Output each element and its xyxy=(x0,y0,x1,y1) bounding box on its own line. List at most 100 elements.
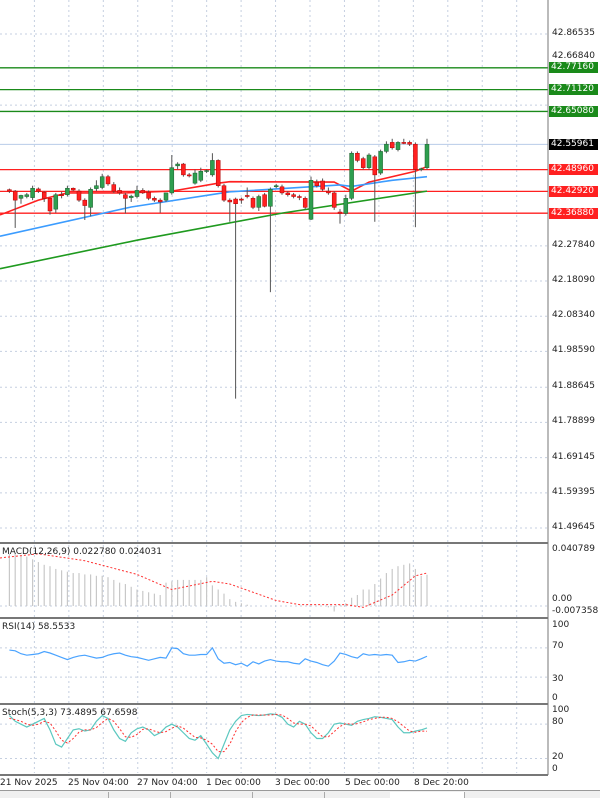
bull-candle xyxy=(418,167,424,172)
chart-tab[interactable] xyxy=(464,792,600,798)
moving-average-line xyxy=(0,165,428,216)
candle-body xyxy=(239,198,244,201)
candle-body xyxy=(53,194,59,210)
bear-candle xyxy=(407,140,412,146)
bull-candle xyxy=(24,192,30,199)
candle-body xyxy=(105,176,111,185)
candle-body xyxy=(70,187,76,191)
candle-body xyxy=(320,180,325,190)
bear-candle xyxy=(285,191,291,197)
bull-candle xyxy=(198,167,204,183)
price-axis-label: 41.98590 xyxy=(552,345,595,356)
bear-candle xyxy=(47,197,53,215)
bear-candle xyxy=(326,187,331,195)
candle-body xyxy=(343,198,349,214)
bull-candle xyxy=(268,187,273,293)
candle-body xyxy=(88,189,93,208)
bull-candle xyxy=(18,194,24,204)
grid-lines xyxy=(0,0,548,773)
candle-body xyxy=(169,167,175,194)
candle-body xyxy=(297,196,302,198)
candle-body xyxy=(146,191,151,199)
candle-body xyxy=(401,142,407,144)
candle-body xyxy=(349,152,354,199)
moving-averages xyxy=(0,165,428,270)
candle-body xyxy=(24,194,30,197)
candle-body xyxy=(244,195,250,197)
candle-body xyxy=(360,158,366,168)
bull-candle xyxy=(192,169,198,185)
bear-candle xyxy=(291,192,296,199)
bear-candle xyxy=(401,138,407,145)
price-axis-label: 41.69145 xyxy=(552,451,595,462)
bear-candle xyxy=(337,209,343,224)
candle-body xyxy=(157,199,163,203)
candle-body xyxy=(326,190,331,194)
bull-candle xyxy=(273,183,279,189)
bear-candle xyxy=(181,162,186,177)
rsi-axis-0: 0 xyxy=(552,693,558,703)
chart-tab-active[interactable] xyxy=(390,792,465,798)
bear-candle xyxy=(413,142,418,228)
rsi-axis-30: 30 xyxy=(552,674,564,684)
support-price-tag: 42.48960 xyxy=(549,164,598,176)
chart-tab[interactable] xyxy=(108,792,171,798)
date-label: 27 Nov 04:00 xyxy=(137,778,198,788)
candle-body xyxy=(198,171,204,181)
candle-body xyxy=(140,190,146,194)
date-label: 3 Dec 00:00 xyxy=(275,778,330,788)
moving-average-line xyxy=(0,175,428,238)
bull-candle xyxy=(163,192,169,202)
bull-candle xyxy=(256,194,262,211)
rsi-line xyxy=(9,646,428,667)
candle-body xyxy=(285,192,291,195)
bull-candle xyxy=(175,162,180,170)
chart-tab[interactable] xyxy=(0,792,109,798)
bull-candle xyxy=(343,194,349,216)
bear-candle xyxy=(262,192,267,208)
bear-candle xyxy=(233,197,238,399)
bear-candle xyxy=(41,191,47,202)
bear-candle xyxy=(76,189,82,202)
resistance-price-tag: 42.77160 xyxy=(549,62,598,74)
candle-body xyxy=(12,190,18,201)
bull-candle xyxy=(65,185,70,197)
candle-body xyxy=(331,192,337,208)
bull-candle xyxy=(349,151,354,201)
chart-tab[interactable] xyxy=(170,792,253,798)
chart-tab[interactable] xyxy=(252,792,325,798)
candle-body xyxy=(262,194,267,207)
candle-body xyxy=(94,185,99,189)
bear-candle xyxy=(250,196,256,210)
bear-candle xyxy=(360,156,366,170)
bear-candle xyxy=(111,182,117,193)
candle-body xyxy=(268,189,273,207)
chart-tab[interactable] xyxy=(324,792,391,798)
bear-candle xyxy=(36,187,41,193)
macd-axis-zero: 0.00 xyxy=(552,594,573,604)
candle-body xyxy=(221,185,227,201)
bull-candle xyxy=(30,185,35,201)
bull-candle xyxy=(308,176,314,220)
candle-body xyxy=(210,160,215,176)
candle-body xyxy=(186,174,192,177)
candle-body xyxy=(41,191,47,199)
support-price-tag: 42.36880 xyxy=(549,207,598,219)
stoch-axis-0: 0 xyxy=(552,764,558,774)
candle-body xyxy=(314,181,320,186)
price-axis-label: 41.78899 xyxy=(552,416,595,427)
candle-body xyxy=(291,194,296,197)
candle-body xyxy=(175,163,180,167)
bear-candle xyxy=(157,198,163,213)
candle-body xyxy=(273,185,279,188)
candle-body xyxy=(30,187,35,198)
price-axis-label: 41.88645 xyxy=(552,381,595,392)
bear-candle xyxy=(297,194,302,201)
support-price-tag: 42.42920 xyxy=(549,185,598,197)
chart-tab-strip[interactable] xyxy=(0,790,600,798)
price-axis-label: 41.59395 xyxy=(552,486,595,497)
candle-body xyxy=(384,143,389,152)
bear-candle xyxy=(279,184,285,195)
candle-body xyxy=(215,160,221,186)
